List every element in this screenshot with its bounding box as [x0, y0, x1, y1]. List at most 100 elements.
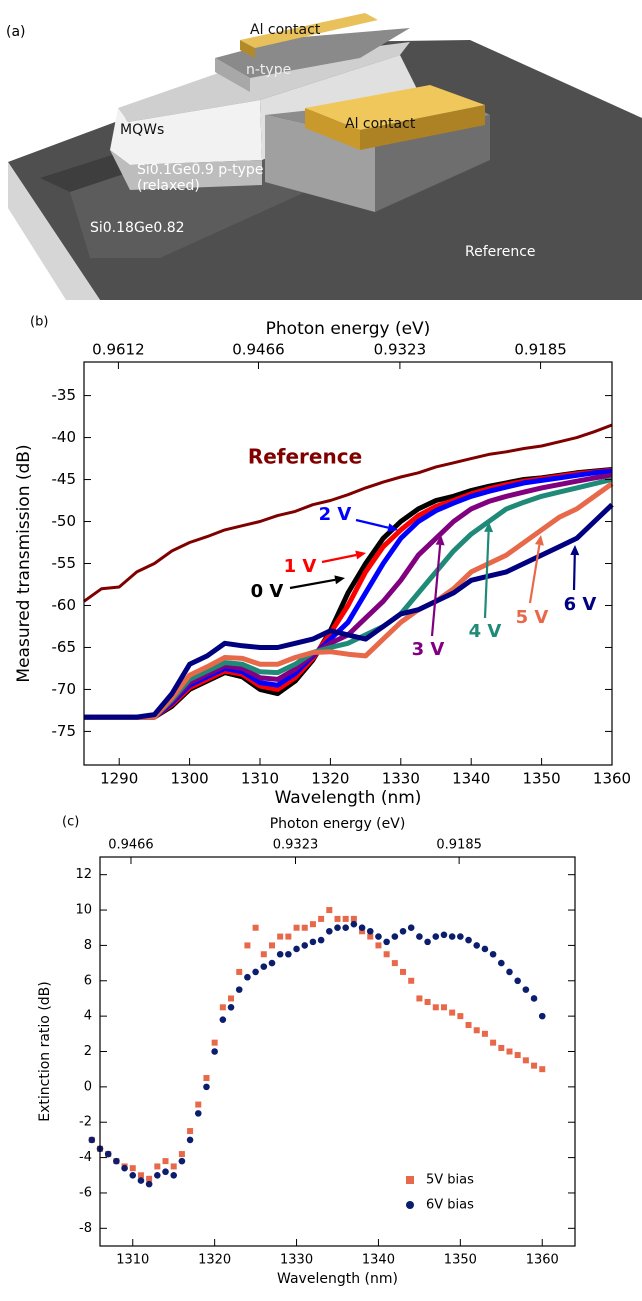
x-tick-label: 1360: [593, 770, 631, 788]
annotation-arrow: [355, 518, 389, 529]
point: [530, 995, 538, 1002]
point: [457, 1013, 464, 1020]
y-tick-label: -2: [79, 1115, 92, 1130]
arrow-head: [484, 522, 494, 533]
point: [260, 963, 268, 970]
point: [490, 1039, 497, 1046]
point: [440, 931, 448, 939]
p-type-front: [110, 150, 262, 190]
y-tick-label: 6: [84, 973, 92, 988]
y-tick-label: -55: [52, 554, 77, 572]
y-axis-label: Extinction ratio (dB): [37, 981, 53, 1122]
legend-marker: [406, 1201, 414, 1209]
y-tick-label: -40: [52, 428, 77, 446]
point: [285, 950, 292, 958]
point: [424, 998, 431, 1005]
arrow-head: [570, 545, 580, 556]
point: [473, 942, 481, 949]
x-tick-label: 1350: [444, 1253, 477, 1268]
y-tick-label: -4: [79, 1150, 92, 1165]
x2-tick-label: 0.9466: [108, 838, 154, 853]
point: [317, 936, 325, 944]
point: [432, 933, 440, 940]
point: [211, 1039, 218, 1046]
point: [538, 1012, 546, 1020]
series-label: 0 V: [251, 581, 284, 602]
point: [301, 924, 308, 931]
label-substrate: Si0.18Ge0.82: [90, 220, 185, 236]
x2-tick-label: 0.9323: [273, 838, 319, 853]
point: [113, 1157, 120, 1165]
x2-tick-label: 0.9185: [436, 838, 482, 853]
y-axis-label: Measured transmission (dB): [14, 444, 34, 682]
point: [391, 960, 398, 967]
point: [358, 924, 366, 932]
series-label: 6 V: [564, 594, 597, 615]
point: [285, 933, 292, 940]
legend-label: 5V bias: [426, 1173, 474, 1188]
series-label: 2 V: [319, 504, 352, 525]
arrow-head: [435, 535, 445, 546]
point: [506, 1048, 513, 1055]
annotation-arrow: [572, 554, 576, 591]
y-tick-label: -45: [52, 470, 77, 488]
point: [531, 1062, 538, 1069]
annotation-arrow: [289, 578, 336, 590]
legend-marker: [406, 1176, 414, 1184]
x-tick-label: 1330: [280, 1253, 313, 1268]
panel-label: (a): [6, 24, 26, 40]
point: [194, 1110, 202, 1117]
point: [309, 938, 317, 946]
point: [481, 945, 489, 953]
point: [88, 1136, 96, 1144]
x-tick-label: 1340: [362, 1253, 395, 1268]
x-tick-label: 1310: [116, 1253, 149, 1268]
contact-top: [240, 13, 378, 48]
contact-front: [305, 108, 360, 150]
point: [178, 1157, 186, 1165]
y-tick-label: -50: [52, 512, 77, 530]
contact-side: [360, 105, 485, 150]
point: [416, 933, 423, 940]
series-line: [84, 502, 614, 720]
n-type-top: [215, 28, 410, 78]
point: [301, 942, 309, 949]
annotation-arrow: [430, 544, 442, 637]
arrow-head: [334, 575, 345, 585]
point: [440, 1004, 447, 1011]
point: [497, 959, 505, 967]
point: [129, 1165, 136, 1172]
y-tick-label: 4: [84, 1009, 92, 1024]
panel-label: (b): [30, 315, 48, 330]
point: [145, 1180, 153, 1188]
y-tick-label: -75: [52, 722, 77, 740]
series-label: 4 V: [469, 621, 502, 642]
point: [293, 924, 300, 931]
y-tick-label: -60: [52, 596, 77, 614]
x-tick-label: 1360: [526, 1253, 559, 1268]
point: [186, 1136, 194, 1144]
point: [219, 1016, 227, 1023]
point: [400, 968, 407, 975]
x2-axis-label: Photon energy (eV): [266, 319, 431, 339]
point: [514, 1052, 521, 1059]
point: [244, 973, 251, 981]
point: [326, 907, 333, 914]
y-tick-label: 8: [84, 938, 92, 953]
point: [416, 995, 423, 1002]
point: [162, 1168, 169, 1176]
point: [481, 1030, 488, 1037]
point: [522, 1057, 529, 1064]
x-tick-label: 1350: [523, 770, 561, 788]
x-axis-label: Wavelength (nm): [275, 788, 422, 808]
point: [342, 915, 349, 922]
point: [326, 927, 333, 935]
arrow-head: [387, 523, 398, 533]
point: [448, 933, 456, 940]
series-label: 1 V: [284, 556, 317, 577]
point: [375, 942, 382, 949]
y-tick-label: 10: [75, 903, 92, 918]
x2-tick-label: 0.9185: [514, 341, 567, 359]
series-label: 3 V: [412, 639, 445, 660]
